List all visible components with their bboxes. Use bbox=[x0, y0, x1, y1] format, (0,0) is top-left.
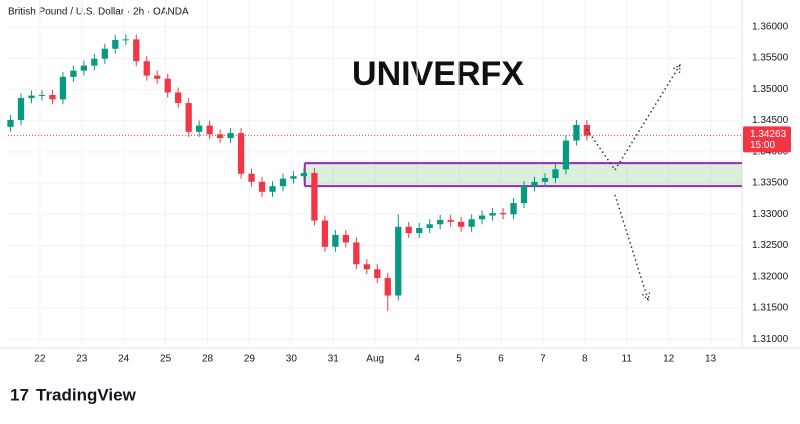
y-tick-label: 1.33500 bbox=[752, 178, 789, 189]
candle-body bbox=[447, 219, 454, 222]
x-tick-label: 23 bbox=[76, 354, 88, 365]
candle-body bbox=[300, 173, 308, 177]
candle-body bbox=[70, 70, 77, 77]
zone bbox=[304, 163, 742, 187]
x-tick-label: Aug bbox=[366, 354, 384, 365]
candle-body bbox=[237, 133, 245, 174]
candle-body bbox=[227, 133, 234, 139]
candle-body bbox=[248, 173, 255, 182]
candle-body bbox=[185, 103, 192, 132]
x-tick-label: 11 bbox=[622, 354, 633, 365]
candle-body bbox=[321, 220, 329, 247]
candle-body bbox=[80, 65, 88, 71]
price-tag-value: 1.34263 bbox=[750, 129, 787, 140]
x-tick-label: 13 bbox=[705, 354, 717, 365]
candle-body bbox=[101, 48, 108, 59]
brand-icon: 17 bbox=[10, 385, 29, 404]
candle-body bbox=[395, 226, 402, 296]
candle-body bbox=[49, 94, 56, 100]
y-tick-label: 1.32500 bbox=[752, 240, 789, 251]
candle-body bbox=[499, 213, 507, 215]
arrow-head bbox=[641, 291, 651, 302]
x-tick-label: 30 bbox=[286, 354, 298, 365]
candle-body bbox=[405, 226, 412, 234]
candle-body bbox=[437, 219, 444, 225]
candle-body bbox=[91, 58, 98, 66]
brand-name: TradingView bbox=[36, 385, 137, 404]
candle-body bbox=[206, 125, 213, 135]
arrow-head bbox=[672, 63, 681, 73]
candle-body bbox=[562, 140, 570, 170]
y-tick-label: 1.34500 bbox=[752, 115, 789, 126]
candle-body bbox=[342, 234, 350, 243]
y-tick-label: 1.31000 bbox=[752, 334, 789, 345]
x-tick-label: 25 bbox=[160, 354, 172, 365]
projection-arrow bbox=[586, 64, 681, 172]
candle-body bbox=[258, 181, 266, 192]
price-tag-countdown: 15:00 bbox=[750, 140, 775, 151]
candle-body bbox=[216, 134, 224, 139]
projection-arrow bbox=[614, 194, 649, 301]
candle-body bbox=[541, 178, 549, 182]
candle-body bbox=[363, 264, 370, 270]
candle-body bbox=[122, 39, 129, 41]
candle-body bbox=[164, 78, 171, 93]
candle-body bbox=[7, 119, 14, 127]
x-tick-label: 29 bbox=[244, 354, 256, 365]
x-tick-label: 6 bbox=[498, 354, 504, 365]
x-tick-label: 12 bbox=[663, 354, 675, 365]
watermark: UNIVERFX bbox=[352, 55, 524, 93]
y-tick-label: 1.32000 bbox=[752, 271, 789, 282]
y-tick-label: 1.35500 bbox=[752, 53, 789, 64]
x-tick-label: 7 bbox=[540, 354, 546, 365]
candle-body bbox=[510, 203, 517, 215]
candle-body bbox=[353, 242, 360, 265]
brand-logo: 17 TradingView bbox=[10, 385, 137, 404]
candle-body bbox=[489, 213, 496, 216]
candle-body bbox=[416, 228, 423, 234]
candle-body bbox=[531, 181, 538, 187]
candle-body bbox=[38, 94, 46, 96]
candle-body bbox=[332, 234, 339, 247]
candle-body bbox=[478, 215, 486, 220]
candle-body bbox=[552, 169, 559, 179]
x-tick-label: 4 bbox=[414, 354, 420, 365]
candle-body bbox=[175, 92, 182, 104]
x-tick-label: 24 bbox=[118, 354, 130, 365]
candle-body bbox=[468, 219, 475, 227]
candle-body bbox=[374, 269, 381, 279]
y-tick-label: 1.36000 bbox=[752, 22, 789, 33]
candle-body bbox=[154, 75, 161, 79]
candle-body bbox=[290, 176, 297, 179]
candle-body bbox=[28, 95, 35, 99]
y-tick-label: 1.35000 bbox=[752, 84, 789, 95]
x-tick-label: 5 bbox=[456, 354, 462, 365]
candle-body bbox=[384, 278, 391, 296]
candle-body bbox=[311, 173, 318, 221]
candle-body bbox=[133, 39, 140, 62]
x-tick-label: 22 bbox=[34, 354, 46, 365]
candle-body bbox=[59, 76, 67, 100]
y-tick-label: 1.33000 bbox=[752, 209, 789, 220]
x-tick-label: 8 bbox=[582, 354, 588, 365]
candle-body bbox=[457, 221, 465, 227]
price-tag bbox=[743, 126, 791, 153]
candle-body bbox=[143, 61, 150, 76]
candle-body bbox=[196, 125, 203, 132]
candle-body bbox=[112, 39, 119, 49]
y-tick-label: 1.31500 bbox=[752, 303, 789, 314]
candle-body bbox=[573, 124, 580, 141]
candle-body bbox=[426, 224, 433, 229]
x-tick-label: 31 bbox=[328, 354, 340, 365]
candle-body bbox=[520, 186, 528, 204]
candle-body bbox=[279, 178, 287, 187]
candle-body bbox=[17, 98, 25, 120]
x-tick-label: 28 bbox=[202, 354, 214, 365]
candle-body bbox=[269, 186, 276, 192]
chart-title: British Pound / U.S. Dollar · 2h · OANDA bbox=[8, 7, 189, 18]
